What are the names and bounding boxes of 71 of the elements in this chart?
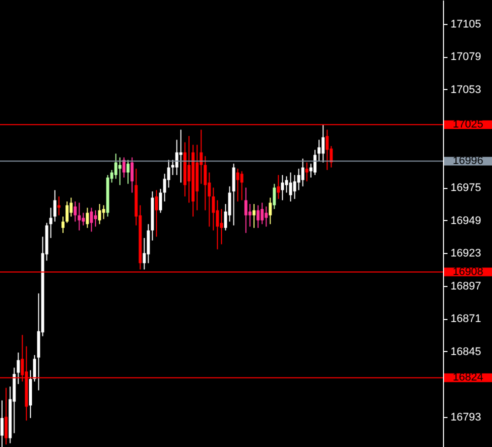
candlestick	[94, 210, 98, 228]
candlestick	[204, 156, 207, 211]
candlestick	[126, 159, 130, 184]
candlestick	[66, 200, 69, 224]
candlestick	[318, 139, 321, 162]
candlestick	[175, 139, 178, 176]
candlestick	[244, 187, 248, 234]
candlestick	[130, 156, 134, 194]
ref-line-label: 16824	[452, 372, 484, 384]
candlestick	[86, 207, 89, 228]
candlestick	[78, 202, 81, 231]
candlestick	[0, 400, 4, 447]
candlestick	[154, 190, 158, 238]
y-tick-label: 16897	[450, 280, 482, 292]
ref-line-label: 16908	[452, 266, 484, 278]
candlestick	[236, 168, 240, 202]
y-tick-label: 16975	[450, 182, 482, 194]
candlestick	[232, 163, 236, 226]
candlestick	[297, 168, 300, 191]
candlestick	[61, 216, 64, 234]
candlestick	[289, 172, 292, 202]
candlestick	[70, 197, 73, 218]
candlestick	[264, 206, 268, 228]
y-tick-label: 17105	[450, 18, 482, 30]
candlestick	[187, 135, 190, 204]
candlestick	[90, 207, 93, 232]
candlestick	[102, 204, 106, 220]
candlestick	[49, 207, 52, 238]
candlestick	[167, 159, 170, 188]
candlestick	[301, 158, 304, 187]
candlestick	[146, 224, 150, 264]
candlestick	[252, 203, 256, 228]
candlestick	[57, 196, 60, 216]
candlestick	[248, 203, 252, 228]
candlestick	[272, 183, 276, 210]
candlestick	[326, 129, 329, 170]
candlestick	[98, 203, 102, 225]
candlestick	[114, 153, 118, 180]
candlestick	[305, 162, 308, 182]
candlestick	[122, 156, 126, 178]
candlestick	[74, 200, 77, 222]
y-tick-label: 17079	[450, 51, 482, 64]
candlestick	[240, 170, 244, 201]
y-tick-label: 16845	[450, 346, 482, 358]
candlestick	[313, 149, 316, 176]
candlestick	[53, 190, 56, 222]
candlestick	[322, 124, 325, 163]
ref-line-label: 16996	[452, 155, 484, 168]
candlestick	[268, 197, 272, 225]
y-tick-label: 16871	[450, 313, 482, 326]
candlestick	[220, 208, 223, 245]
candlestick	[179, 129, 182, 184]
y-tick-label: 16949	[450, 214, 482, 227]
candlestick	[4, 387, 8, 445]
y-tick-label: 17053	[450, 84, 482, 96]
y-tick-label: 16793	[450, 411, 482, 424]
y-tick-label: 16923	[450, 248, 482, 260]
ref-line-label: 17025	[452, 118, 484, 131]
candlestick	[118, 156, 122, 186]
candlestick	[276, 174, 280, 200]
candlestick	[82, 212, 85, 226]
candlestick	[216, 200, 219, 250]
candlestick	[16, 352, 20, 385]
candlestick	[256, 204, 260, 228]
candlestick	[285, 176, 288, 194]
candlestick	[33, 354, 36, 382]
candlestick	[293, 174, 296, 200]
candlestick	[260, 202, 264, 225]
candlestick	[212, 187, 215, 231]
candlestick	[280, 174, 284, 201]
candlestick	[159, 188, 162, 214]
